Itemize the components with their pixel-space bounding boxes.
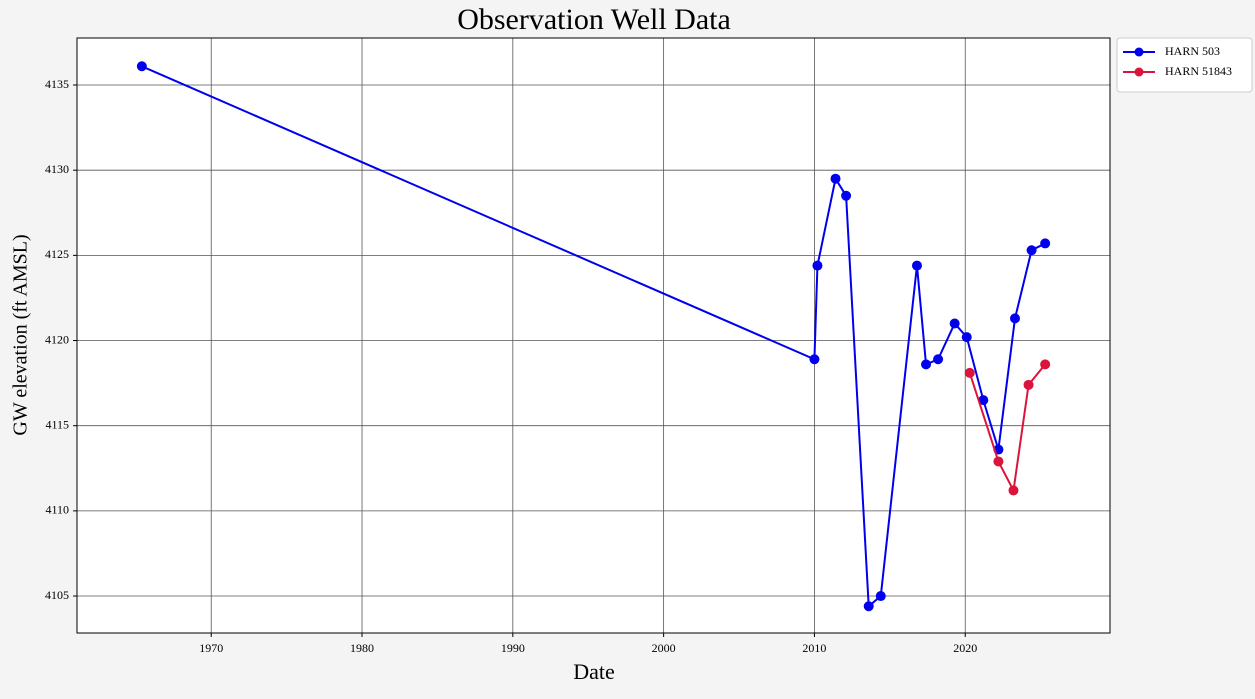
data-point	[961, 332, 972, 343]
data-point	[993, 456, 1004, 467]
data-point	[1009, 313, 1020, 324]
data-point	[1040, 359, 1051, 370]
data-point	[1040, 238, 1051, 249]
y-tick-label: 4125	[45, 247, 69, 261]
x-tick-label: 1980	[350, 641, 374, 655]
x-tick-label: 1990	[501, 641, 525, 655]
data-point	[1026, 245, 1037, 256]
legend-marker	[1134, 47, 1144, 57]
data-point	[911, 260, 922, 271]
data-point	[933, 354, 944, 365]
data-point	[809, 354, 820, 365]
chart-title: Observation Well Data	[457, 3, 731, 36]
y-tick-label: 4110	[45, 503, 69, 517]
x-axis-label: Date	[573, 659, 615, 684]
plot-frame	[76, 37, 1111, 634]
y-tick-label: 4105	[45, 588, 69, 602]
legend-marker	[1134, 67, 1144, 77]
data-point	[978, 395, 989, 406]
x-tick-label: 2010	[802, 641, 826, 655]
y-axis-label: GW elevation (ft AMSL)	[10, 234, 32, 435]
data-point	[136, 61, 147, 72]
x-tick-label: 2020	[953, 641, 977, 655]
y-tick-label: 4130	[45, 162, 69, 176]
y-tick-label: 4120	[45, 332, 69, 346]
legend-label: HARN 503	[1165, 44, 1220, 58]
legend-label: HARN 51843	[1165, 64, 1232, 78]
y-tick-label: 4115	[45, 417, 69, 431]
data-point	[921, 359, 932, 370]
data-point	[949, 318, 960, 329]
data-point	[812, 260, 823, 271]
data-point	[841, 190, 852, 201]
data-point	[875, 591, 886, 602]
data-point	[1023, 379, 1034, 390]
x-tick-label: 1970	[199, 641, 223, 655]
data-point	[830, 173, 841, 184]
y-tick-label: 4135	[45, 77, 69, 91]
data-point	[1008, 485, 1019, 496]
plot-area	[77, 38, 1110, 633]
x-tick-label: 2000	[652, 641, 676, 655]
data-point	[964, 367, 975, 378]
data-point	[863, 601, 874, 612]
